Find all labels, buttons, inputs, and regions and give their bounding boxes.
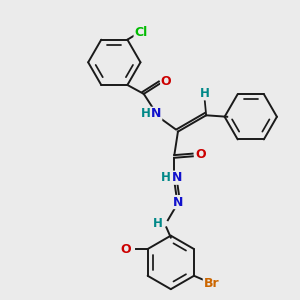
Text: O: O (196, 148, 206, 161)
Text: Br: Br (203, 277, 219, 290)
Text: H: H (200, 87, 210, 100)
Text: H: H (152, 217, 162, 230)
Text: H: H (141, 107, 151, 120)
Text: N: N (152, 107, 162, 120)
Text: N: N (173, 196, 183, 208)
Text: N: N (172, 171, 182, 184)
Text: O: O (121, 242, 131, 256)
Text: O: O (161, 76, 171, 88)
Text: Cl: Cl (134, 26, 147, 39)
Text: H: H (160, 171, 170, 184)
